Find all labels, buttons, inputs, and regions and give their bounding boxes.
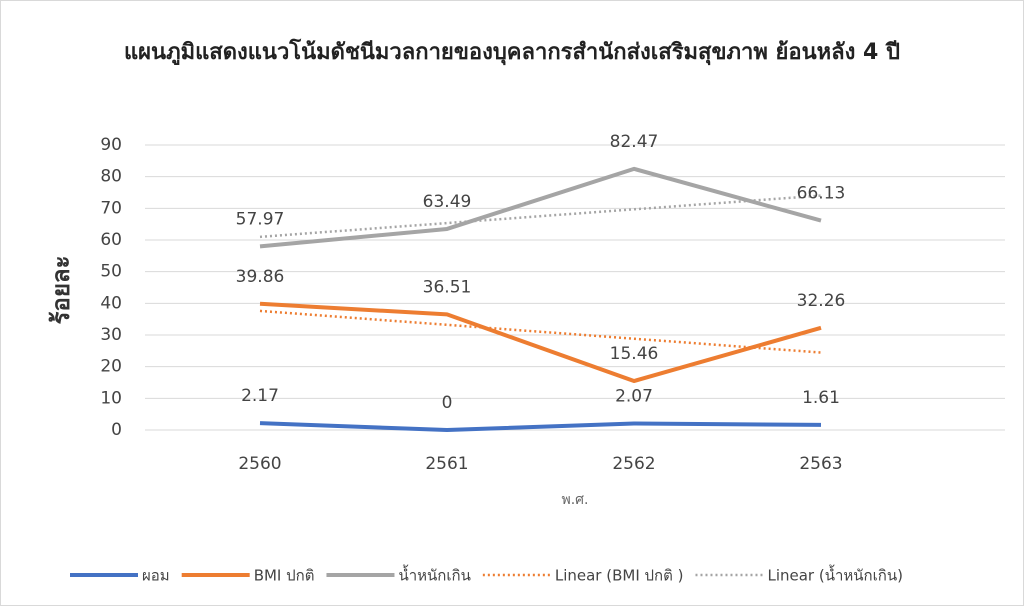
- x-tick-label: 2561: [425, 454, 468, 474]
- data-label: 2.17: [241, 386, 279, 406]
- trend-line: [259, 194, 822, 239]
- legend-label: BMI ปกติ: [254, 567, 315, 585]
- y-tick-label: 50: [100, 262, 122, 282]
- y-tick-label: 90: [100, 135, 122, 155]
- data-label: 32.26: [797, 291, 846, 311]
- data-label: 66.13: [797, 184, 846, 204]
- trend-line: [259, 309, 822, 354]
- chart-title: แผนภูมิแสดงแนวโน้มดัชนีมวลกายของบุคลากรส…: [123, 40, 900, 65]
- data-label: 82.47: [610, 132, 659, 152]
- data-label: 36.51: [423, 277, 472, 297]
- data-label: 39.86: [236, 267, 285, 287]
- y-tick-label: 0: [111, 420, 122, 440]
- legend-label: ผอม: [142, 567, 170, 585]
- y-tick-label: 70: [100, 198, 122, 218]
- x-tick-label: 2562: [612, 454, 655, 474]
- data-label: 63.49: [423, 192, 472, 212]
- x-axis-label: พ.ศ.: [561, 492, 588, 508]
- data-label: 1.61: [802, 388, 840, 408]
- data-label: 57.97: [236, 209, 285, 229]
- y-tick-label: 40: [100, 293, 122, 313]
- data-label: 15.46: [610, 344, 659, 364]
- data-label: 2.07: [615, 386, 653, 406]
- series-line: [259, 166, 822, 249]
- x-tick-label: 2563: [799, 454, 842, 474]
- series-line: [259, 301, 822, 384]
- y-tick-label: 80: [100, 167, 122, 187]
- x-tick-label: 2560: [238, 454, 281, 474]
- y-tick-label: 10: [100, 388, 122, 408]
- legend-label: Linear (BMI ปกติ ): [555, 567, 684, 585]
- y-tick-label: 30: [100, 325, 122, 345]
- series-line: [259, 421, 822, 432]
- legend-label: Linear (น้ำหนักเกิน): [767, 565, 902, 585]
- y-tick-label: 60: [100, 230, 122, 250]
- data-label: 0: [442, 393, 453, 413]
- y-axis-label: ร้อยละ: [47, 256, 75, 325]
- legend-label: น้ำหนักเกิน: [398, 565, 470, 585]
- y-tick-label: 20: [100, 357, 122, 377]
